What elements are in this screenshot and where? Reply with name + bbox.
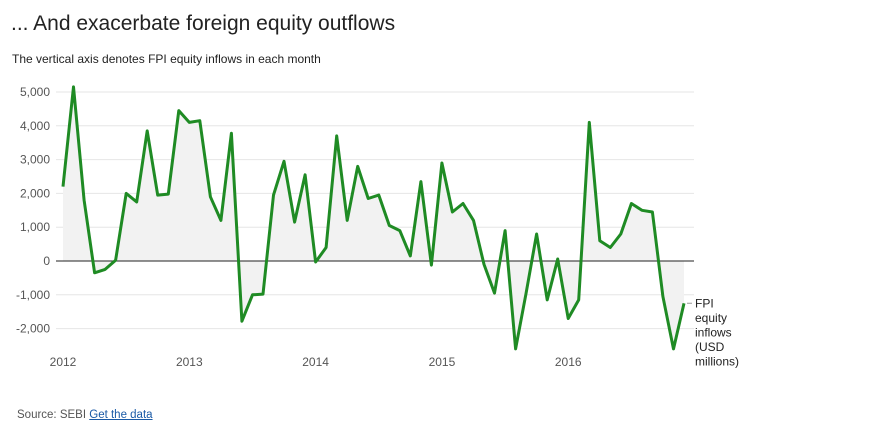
y-tick-label: -2,000 [16, 322, 50, 336]
series-label-line: FPI [695, 296, 714, 310]
get-the-data-link[interactable]: Get the data [89, 409, 153, 421]
y-tick-label: 4,000 [20, 119, 50, 133]
y-axis-tick-labels: -2,000 -1,000 0 1,000 2,000 3,000 4,000 5,000 [16, 85, 50, 336]
x-tick-label: 2016 [555, 355, 582, 369]
x-tick-label: 2013 [176, 355, 203, 369]
chart-title: ... And exacerbate foreign equity outflo… [11, 12, 396, 35]
series-label-line: equity [695, 311, 727, 325]
y-tick-label: 2,000 [20, 186, 50, 200]
area-shape [63, 86, 684, 349]
source-label: Source: SEBI [17, 409, 87, 421]
y-tick-label: 3,000 [20, 153, 50, 167]
series-label-line: millions) [695, 354, 739, 368]
series-line [61, 85, 686, 351]
x-tick-label: 2014 [302, 355, 329, 369]
source-note: Source: SEBI Get the data [17, 409, 153, 421]
y-tick-label: 1,000 [20, 220, 50, 234]
x-tick-label: 2015 [429, 355, 456, 369]
y-tick-label: 0 [43, 254, 50, 268]
chart-subtitle: The vertical axis denotes FPI equity inf… [12, 52, 321, 66]
series-label-line: inflows [695, 325, 732, 339]
y-tick-label: -1,000 [16, 288, 50, 302]
line-chart: -2,000 -1,000 0 1,000 2,000 3,000 4,000 5,000 2… [16, 85, 739, 369]
y-tick-label: 5,000 [20, 85, 50, 99]
area-fill [63, 86, 684, 349]
x-tick-label: 2012 [50, 355, 77, 369]
series-label-line: (USD [695, 340, 725, 354]
x-axis-tick-labels: 2012 2013 2014 2015 2016 [50, 355, 582, 369]
series-line-layer [61, 85, 686, 351]
